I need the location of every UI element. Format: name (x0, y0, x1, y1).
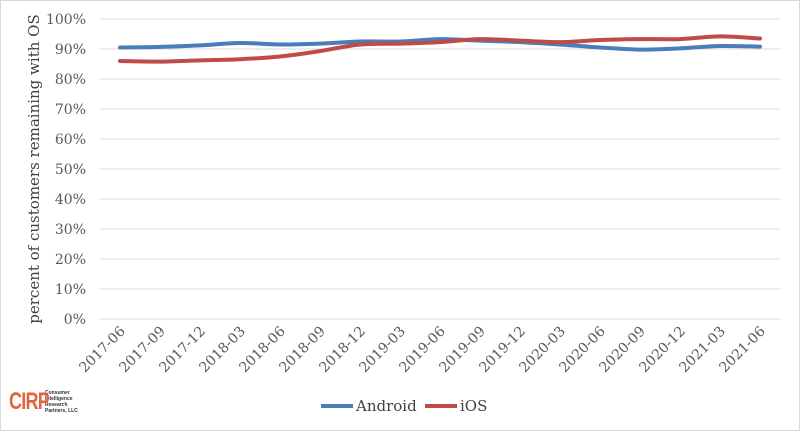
y-tick-label: 80% (55, 72, 86, 88)
logo-line: Consumer (45, 390, 70, 396)
y-tick-label: 10% (55, 282, 86, 298)
y-tick-label: 60% (55, 132, 86, 148)
y-axis-ticks: 0% 10% 20% 30% 40% 50% 60% 70% 80% 90% 100% (46, 12, 86, 328)
y-axis-label: percent of customers remaining with OS (25, 14, 43, 323)
y-tick-label: 50% (55, 162, 86, 178)
logo-subtitle: Consumer Intelligence Research Partners,… (45, 390, 85, 414)
y-tick-label: 30% (55, 222, 86, 238)
logo-line: Research (45, 402, 68, 408)
legend: Android iOS (321, 397, 487, 415)
series-line-android (118, 37, 762, 52)
cirp-logo: CIRP Consumer Intelligence Research Part… (9, 388, 85, 415)
series-line-ios (118, 34, 762, 64)
y-tick-label: 20% (55, 252, 86, 268)
gridlines (100, 18, 780, 320)
x-axis-ticks: 2017-062017-092017-122018-032018-062018-… (76, 323, 769, 376)
logo-mark: CIRP (9, 388, 50, 415)
legend-label-ios: iOS (460, 397, 487, 415)
logo-line: Partners, LLC (45, 408, 78, 414)
y-tick-label: 90% (55, 42, 86, 58)
series-lines (118, 34, 762, 64)
y-tick-label: 100% (46, 12, 86, 28)
y-tick-label: 70% (55, 102, 86, 118)
logo-line: Intelligence (45, 396, 73, 402)
y-tick-label: 40% (55, 192, 86, 208)
y-tick-label: 0% (64, 312, 86, 328)
legend-label-android: Android (355, 397, 417, 415)
